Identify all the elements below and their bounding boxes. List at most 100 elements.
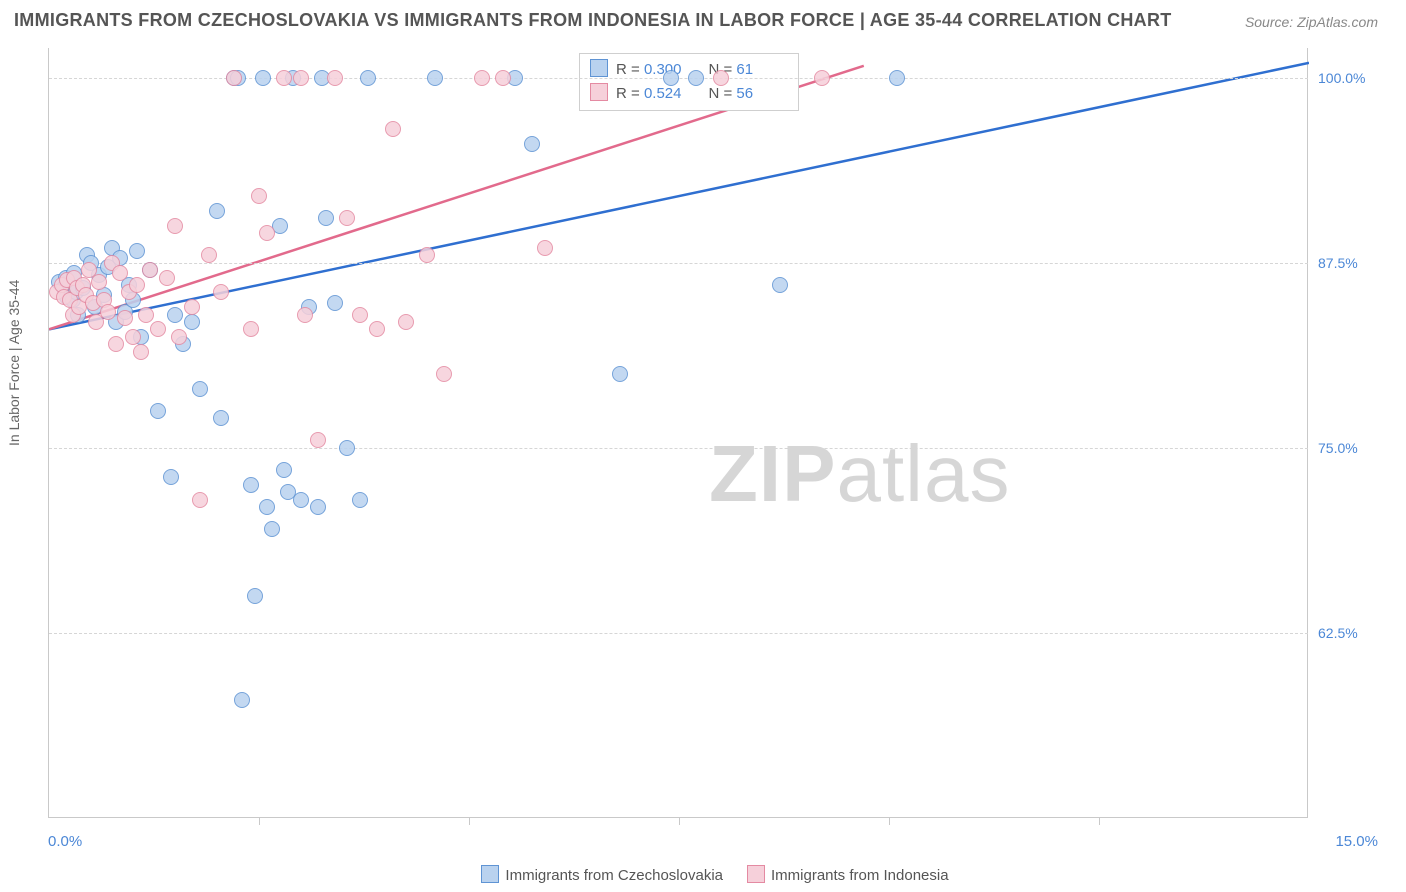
data-point [889, 70, 905, 86]
watermark: ZIPatlas [709, 428, 1010, 520]
data-point [167, 307, 183, 323]
data-point [142, 262, 158, 278]
data-point [259, 499, 275, 515]
data-point [259, 225, 275, 241]
data-point [171, 329, 187, 345]
data-point [192, 381, 208, 397]
data-point [327, 70, 343, 86]
data-point [427, 70, 443, 86]
chart-plot-area: ZIPatlas R = 0.300 N = 61R = 0.524 N = 5… [48, 48, 1308, 818]
legend-swatch [481, 865, 499, 883]
data-point [385, 121, 401, 137]
data-point [201, 247, 217, 263]
data-point [247, 588, 263, 604]
data-point [264, 521, 280, 537]
data-point [713, 70, 729, 86]
data-point [398, 314, 414, 330]
data-point [213, 410, 229, 426]
data-point [159, 270, 175, 286]
watermark-bold: ZIP [709, 429, 836, 518]
data-point [243, 321, 259, 337]
data-point [612, 366, 628, 382]
y-tick-label: 75.0% [1318, 440, 1378, 456]
data-point [419, 247, 435, 263]
x-axis-max-label: 15.0% [1335, 833, 1378, 850]
series-legend: Immigrants from Czechoslovakia Immigrants… [0, 865, 1406, 884]
data-point [108, 336, 124, 352]
y-tick-label: 62.5% [1318, 625, 1378, 641]
data-point [369, 321, 385, 337]
data-point [234, 692, 250, 708]
data-point [150, 403, 166, 419]
x-axis-min-label: 0.0% [48, 833, 82, 850]
data-point [339, 210, 355, 226]
data-point [129, 277, 145, 293]
y-tick-label: 87.5% [1318, 255, 1378, 271]
legend-r-label: R = [616, 85, 644, 102]
data-point [339, 440, 355, 456]
x-tick [259, 817, 260, 825]
data-point [255, 70, 271, 86]
data-point [138, 307, 154, 323]
data-point [276, 462, 292, 478]
legend-series-label: Immigrants from Indonesia [771, 867, 949, 884]
data-point [814, 70, 830, 86]
y-axis-title: In Labor Force | Age 35-44 [6, 280, 22, 446]
data-point [352, 492, 368, 508]
data-point [192, 492, 208, 508]
data-point [251, 188, 267, 204]
data-point [772, 277, 788, 293]
data-point [293, 70, 309, 86]
data-point [100, 304, 116, 320]
gridline-h [49, 448, 1308, 449]
gridline-h [49, 633, 1308, 634]
data-point [276, 70, 292, 86]
legend-n-value: 56 [736, 82, 788, 106]
x-tick [1099, 817, 1100, 825]
legend-r-label: R = [616, 61, 644, 78]
source-credit: Source: ZipAtlas.com [1245, 14, 1378, 30]
legend-row: R = 0.524 N = 56 [590, 82, 788, 106]
data-point [243, 477, 259, 493]
legend-swatch [747, 865, 765, 883]
data-point [310, 432, 326, 448]
data-point [150, 321, 166, 337]
y-tick-label: 100.0% [1318, 70, 1378, 86]
data-point [226, 70, 242, 86]
data-point [524, 136, 540, 152]
data-point [184, 314, 200, 330]
legend-n-label: N = [708, 85, 736, 102]
x-tick [889, 817, 890, 825]
data-point [133, 344, 149, 360]
data-point [495, 70, 511, 86]
data-point [688, 70, 704, 86]
data-point [297, 307, 313, 323]
chart-title: IMMIGRANTS FROM CZECHOSLOVAKIA VS IMMIGR… [14, 10, 1172, 31]
data-point [293, 492, 309, 508]
data-point [474, 70, 490, 86]
data-point [91, 274, 107, 290]
data-point [360, 70, 376, 86]
data-point [310, 499, 326, 515]
x-tick [679, 817, 680, 825]
watermark-light: atlas [836, 429, 1010, 518]
data-point [167, 218, 183, 234]
data-point [129, 243, 145, 259]
data-point [163, 469, 179, 485]
data-point [537, 240, 553, 256]
data-point [327, 295, 343, 311]
data-point [213, 284, 229, 300]
data-point [209, 203, 225, 219]
gridline-h [49, 263, 1308, 264]
x-tick [469, 817, 470, 825]
legend-swatch [590, 59, 608, 77]
legend-swatch [590, 83, 608, 101]
legend-series-label: Immigrants from Czechoslovakia [505, 867, 723, 884]
data-point [318, 210, 334, 226]
data-point [436, 366, 452, 382]
right-axis-border [1307, 48, 1308, 817]
data-point [125, 329, 141, 345]
data-point [352, 307, 368, 323]
data-point [184, 299, 200, 315]
data-point [112, 265, 128, 281]
